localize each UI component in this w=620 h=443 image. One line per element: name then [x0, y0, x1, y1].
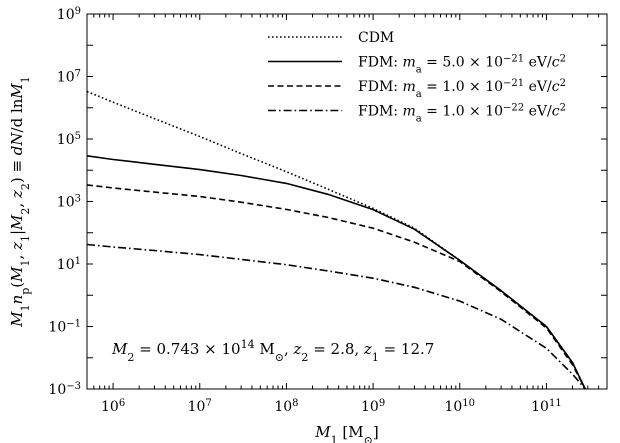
y-axis-title: M1np(M1, z1|M2, z2) ≡ dN/d lnM1: [8, 76, 32, 328]
y-tick-label: 103: [57, 193, 81, 211]
y-tick-label: 10−1: [48, 318, 81, 336]
x-tick-label: 108: [274, 398, 298, 416]
series-line-dotted: [86, 90, 586, 390]
y-tick-labels: 10−3 10−1 101 103 105 107 109: [48, 6, 81, 399]
legend-label: FDM: ma = 1.0 × 10−21 eV/c2: [358, 78, 566, 100]
series-line-dashed: [86, 184, 586, 390]
plot-frame: [86, 13, 608, 390]
x-tick-label: 1010: [444, 398, 475, 416]
x-tick-label: 106: [101, 398, 125, 416]
y-tick-label: 101: [57, 256, 81, 274]
legend-label: FDM: ma = 1.0 × 10−22 eV/c2: [358, 102, 566, 124]
x-axis-title: M1 [M⊙]: [314, 423, 378, 443]
parameter-annotation: M2 = 0.743 × 1014 M⊙, z2 = 2.8, z1 = 12.…: [111, 338, 434, 364]
x-tick-label: 109: [361, 398, 385, 416]
x-tick-label: 1011: [531, 398, 562, 416]
axis-ticks: [86, 13, 608, 390]
series-line-solid: [86, 155, 586, 390]
series-line-dashdot: [86, 243, 586, 390]
legend: CDM FDM: ma = 5.0 × 10−21 eV/c2 FDM: ma = …: [268, 30, 566, 124]
y-tick-label: 109: [57, 6, 81, 24]
x-tick-labels: 106 107 108 109 1010 1011: [101, 398, 562, 416]
legend-label: CDM: [358, 30, 394, 46]
legend-label: FDM: ma = 5.0 × 10−21 eV/c2: [358, 53, 566, 75]
y-tick-label: 10−3: [48, 381, 81, 399]
y-tick-label: 105: [57, 131, 81, 149]
y-tick-label: 107: [57, 68, 81, 86]
x-tick-label: 107: [188, 398, 212, 416]
series-lines: [86, 90, 586, 390]
